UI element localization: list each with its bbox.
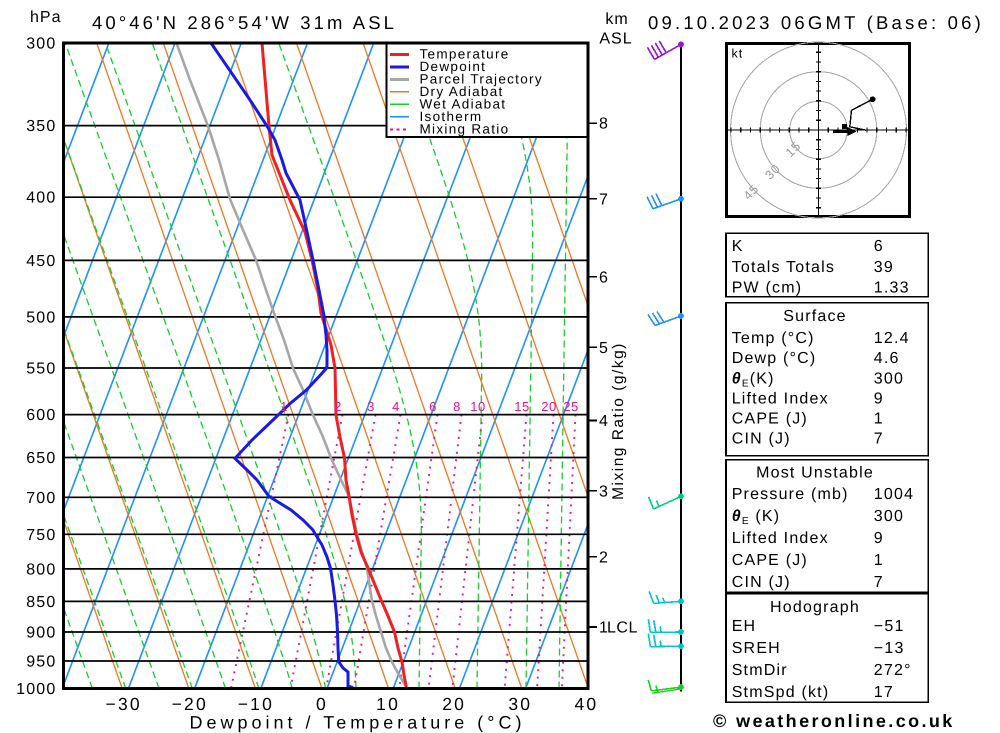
svg-text:6: 6 xyxy=(429,399,437,414)
svg-text:2: 2 xyxy=(334,399,342,414)
svg-text:3: 3 xyxy=(599,483,608,500)
svg-text:30: 30 xyxy=(508,694,532,714)
svg-text:25: 25 xyxy=(563,399,578,414)
svg-text:950: 950 xyxy=(26,654,56,671)
svg-text:300: 300 xyxy=(874,370,904,387)
svg-text:17: 17 xyxy=(874,684,894,701)
svg-text:LCL: LCL xyxy=(607,620,638,637)
svg-text:1: 1 xyxy=(599,620,608,637)
svg-text:850: 850 xyxy=(26,594,56,611)
svg-text:kt: kt xyxy=(732,47,744,61)
svg-text:Dewp (°C): Dewp (°C) xyxy=(732,350,817,367)
svg-text:SREH: SREH xyxy=(732,640,781,657)
svg-text:PW (cm): PW (cm) xyxy=(732,280,803,297)
svg-text:1: 1 xyxy=(874,552,884,569)
svg-text:500: 500 xyxy=(26,309,56,326)
svg-text:Lifted Index: Lifted Index xyxy=(732,390,829,407)
svg-text:Lifted Index: Lifted Index xyxy=(732,530,829,547)
svg-text:K: K xyxy=(732,238,744,255)
svg-text:900: 900 xyxy=(26,625,56,642)
svg-text:4.6: 4.6 xyxy=(874,350,900,367)
svg-text:20: 20 xyxy=(442,694,466,714)
svg-text:Totals Totals: Totals Totals xyxy=(732,259,835,276)
svg-text:Parcel Trajectory: Parcel Trajectory xyxy=(420,72,543,87)
svg-text:7: 7 xyxy=(874,431,884,448)
svg-text:1004: 1004 xyxy=(874,486,914,503)
svg-text:Dewpoint: Dewpoint xyxy=(420,59,487,74)
svg-text:40°46'N 286°54'W 31m ASL: 40°46'N 286°54'W 31m ASL xyxy=(92,12,397,33)
svg-text:6: 6 xyxy=(874,238,884,255)
svg-text:650: 650 xyxy=(26,450,56,467)
svg-text:Hodograph: Hodograph xyxy=(770,599,860,616)
svg-text:−20: −20 xyxy=(172,694,208,714)
svg-text:−30: −30 xyxy=(106,694,142,714)
svg-text:1: 1 xyxy=(874,410,884,427)
svg-text:800: 800 xyxy=(26,561,56,578)
svg-text:CAPE (J): CAPE (J) xyxy=(732,410,808,427)
svg-text:15: 15 xyxy=(514,399,529,414)
svg-text:8: 8 xyxy=(453,399,461,414)
svg-text:Pressure (mb): Pressure (mb) xyxy=(732,486,849,503)
svg-text:θE (K): θE (K) xyxy=(732,508,781,527)
svg-text:40: 40 xyxy=(574,694,598,714)
svg-text:Isotherm: Isotherm xyxy=(420,109,483,124)
svg-text:Mixing Ratio: Mixing Ratio xyxy=(420,122,510,137)
svg-text:20: 20 xyxy=(541,399,556,414)
svg-text:4: 4 xyxy=(392,399,400,414)
svg-text:StmSpd (kt): StmSpd (kt) xyxy=(732,684,830,701)
svg-text:hPa: hPa xyxy=(30,9,61,26)
svg-text:4: 4 xyxy=(599,413,608,430)
svg-text:Surface: Surface xyxy=(783,308,847,325)
svg-text:−51: −51 xyxy=(874,618,905,635)
svg-text:© weatheronline.co.uk: © weatheronline.co.uk xyxy=(713,711,955,731)
svg-text:09.10.2023 06GMT (Base: 06): 09.10.2023 06GMT (Base: 06) xyxy=(648,12,984,33)
svg-text:Wet Adiabat: Wet Adiabat xyxy=(420,97,507,112)
svg-text:8: 8 xyxy=(599,116,608,133)
svg-text:3: 3 xyxy=(367,399,375,414)
svg-text:CIN (J): CIN (J) xyxy=(732,574,791,591)
svg-text:600: 600 xyxy=(26,407,56,424)
svg-text:7: 7 xyxy=(599,191,608,208)
svg-text:550: 550 xyxy=(26,361,56,378)
svg-text:350: 350 xyxy=(26,118,56,135)
svg-text:km: km xyxy=(605,11,628,28)
svg-text:10: 10 xyxy=(470,399,485,414)
svg-text:StmDir: StmDir xyxy=(732,662,788,679)
svg-text:7: 7 xyxy=(874,574,884,591)
svg-text:2: 2 xyxy=(599,549,608,566)
svg-text:EH: EH xyxy=(732,618,757,635)
svg-text:−10: −10 xyxy=(238,694,274,714)
svg-text:750: 750 xyxy=(26,527,56,544)
svg-text:θE(K): θE(K) xyxy=(732,370,775,389)
svg-text:CIN (J): CIN (J) xyxy=(732,431,791,448)
svg-text:CAPE (J): CAPE (J) xyxy=(732,552,808,569)
svg-text:450: 450 xyxy=(26,253,56,270)
svg-text:Temperature: Temperature xyxy=(420,47,510,62)
svg-text:−13: −13 xyxy=(874,640,905,657)
svg-text:1.33: 1.33 xyxy=(874,280,910,297)
svg-text:39: 39 xyxy=(874,259,894,276)
svg-text:Dry Adiabat: Dry Adiabat xyxy=(420,84,504,99)
svg-text:400: 400 xyxy=(26,190,56,207)
svg-text:1: 1 xyxy=(280,399,288,414)
svg-text:12.4: 12.4 xyxy=(874,330,910,347)
svg-text:5: 5 xyxy=(599,340,608,357)
svg-text:9: 9 xyxy=(874,530,884,547)
svg-text:Most Unstable: Most Unstable xyxy=(756,465,874,482)
svg-text:300: 300 xyxy=(26,36,56,53)
svg-text:6: 6 xyxy=(599,269,608,286)
svg-text:Dewpoint / Temperature (°C): Dewpoint / Temperature (°C) xyxy=(190,713,526,733)
svg-text:9: 9 xyxy=(874,390,884,407)
svg-text:0: 0 xyxy=(316,694,328,714)
svg-text:1000: 1000 xyxy=(16,681,56,698)
svg-text:700: 700 xyxy=(26,490,56,507)
svg-text:Temp (°C): Temp (°C) xyxy=(732,330,815,347)
svg-text:10: 10 xyxy=(376,694,400,714)
svg-text:272°: 272° xyxy=(874,662,912,679)
svg-text:300: 300 xyxy=(874,508,904,525)
svg-text:Mixing Ratio (g/kg): Mixing Ratio (g/kg) xyxy=(610,342,627,500)
svg-text:ASL: ASL xyxy=(599,31,632,48)
